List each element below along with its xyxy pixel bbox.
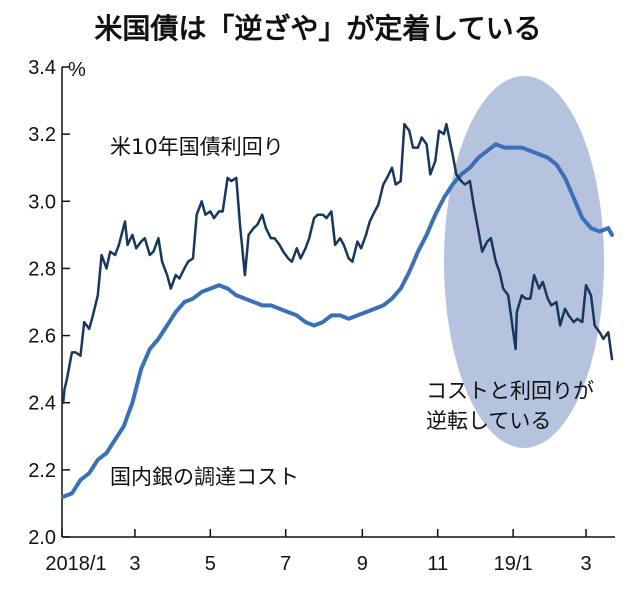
x-tick-label: 9: [357, 553, 368, 575]
y-tick-label: 3.0: [28, 191, 56, 213]
y-tick-label: 2.0: [28, 527, 56, 549]
x-tick-label: 7: [280, 553, 291, 575]
series-line-funding-cost: [61, 142, 614, 499]
highlight-ellipse: [444, 76, 604, 448]
x-tick-label: 3: [580, 553, 591, 575]
y-tick-label: 3.2: [28, 124, 56, 146]
y-unit-label: %: [68, 59, 86, 81]
y-tick-label: 2.4: [28, 393, 56, 415]
x-tick-label: 2018/1: [45, 553, 106, 575]
y-tick-label: 2.2: [28, 460, 56, 482]
x-tick-label: 11: [427, 553, 448, 575]
series-label-funding-cost: 国内銀の調達コスト: [110, 465, 299, 489]
chart-title: 米国債は「逆ざや」が定着している: [94, 12, 541, 45]
y-axis: 2.0 2.2 2.4 2.6 2.8 3.0 3.2 3.4: [28, 57, 70, 549]
series-line-treasury-yield: [61, 122, 614, 404]
x-tick-label: 19/1: [494, 553, 533, 575]
annotation-line-1: コストと利回りが: [426, 379, 594, 403]
y-tick-label: 3.4: [28, 57, 56, 79]
y-tick-label: 2.6: [28, 326, 56, 348]
y-tick-label: 2.8: [28, 258, 56, 280]
x-tick-label: 5: [205, 553, 216, 575]
series-label-treasury-yield: 米10年国債利回り: [110, 135, 284, 159]
annotation-line-2: 逆転している: [426, 409, 551, 433]
x-axis: 2018/1 3 5 7 9 11 19/1 3: [45, 529, 592, 575]
x-tick-label: 3: [129, 553, 140, 575]
